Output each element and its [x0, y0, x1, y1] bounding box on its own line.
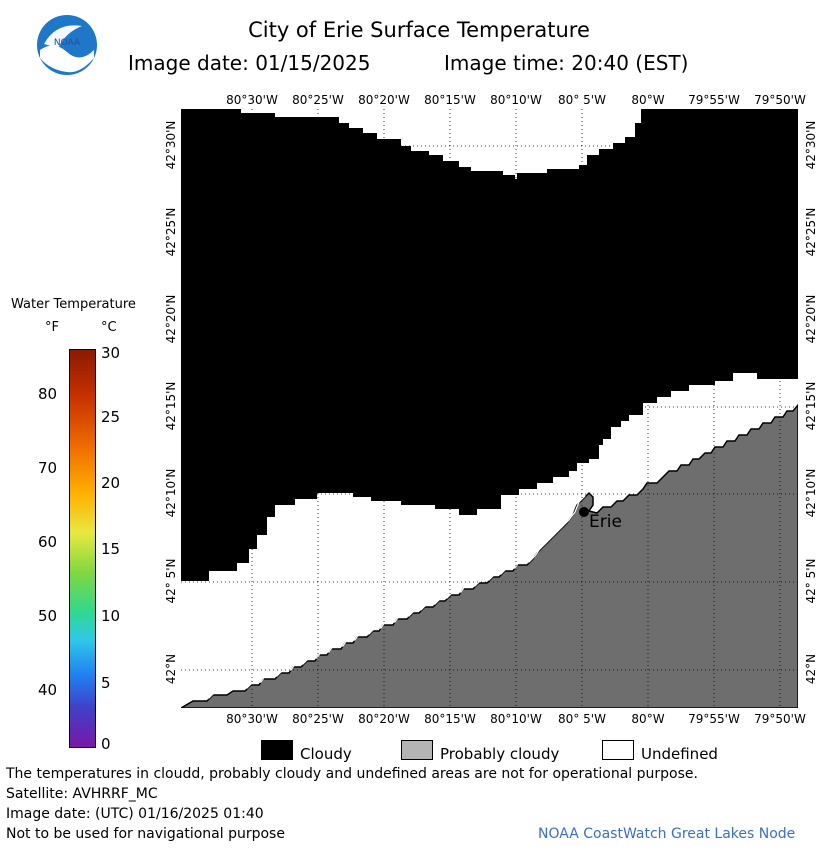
lon-label: 80°10'W — [490, 93, 542, 107]
lat-label: 42°30'N — [804, 120, 818, 170]
f-tick: 60 — [38, 533, 58, 551]
c-tick: 10 — [101, 607, 121, 625]
lon-label: 80°20'W — [358, 93, 410, 107]
legend-swatch-undefined — [602, 740, 634, 760]
lon-label: 79°55'W — [688, 93, 740, 107]
lon-label: 80° 5'W — [558, 712, 606, 726]
lat-label: 42°25'N — [804, 207, 818, 257]
lon-label: 79°55'W — [688, 712, 740, 726]
lat-label: 42° 5'N — [804, 558, 818, 604]
grid-lines — [181, 109, 798, 708]
credit-link[interactable]: NOAA CoastWatch Great Lakes Node — [538, 826, 796, 842]
legend-swatch-probably-cloudy — [401, 740, 433, 760]
legend-swatch-cloudy — [261, 740, 293, 760]
utc-date-text: Image date: (UTC) 01/16/2025 01:40 — [6, 806, 264, 822]
lat-label: 42°30'N — [164, 120, 178, 170]
c-tick: 30 — [101, 344, 121, 362]
f-tick: 40 — [38, 681, 58, 699]
image-time: Image time: 20:40 (EST) — [444, 51, 689, 75]
c-tick: 25 — [101, 408, 121, 426]
lat-label: 42°10'N — [164, 468, 178, 518]
lon-label: 80°15'W — [424, 712, 476, 726]
c-tick: 15 — [101, 540, 121, 558]
lon-label: 80°25'W — [292, 712, 344, 726]
city-label: Erie — [589, 512, 622, 532]
lon-label: 80°W — [631, 712, 665, 726]
lon-label: 80°25'W — [292, 93, 344, 107]
noaa-logo: NOAA — [36, 14, 98, 76]
lat-label: 42°N — [804, 653, 818, 685]
navigation-warning: Not to be used for navigational purpose — [6, 826, 285, 842]
legend-label-probably-cloudy: Probably cloudy — [440, 745, 560, 763]
lat-label: 42°20'N — [164, 294, 178, 344]
lat-label: 42° 5'N — [164, 558, 178, 604]
lon-label: 80°10'W — [490, 712, 542, 726]
lon-label: 79°50'W — [754, 712, 806, 726]
c-tick: 20 — [101, 474, 121, 492]
lat-label: 42°20'N — [804, 294, 818, 344]
logo-text: NOAA — [54, 38, 81, 48]
lon-label: 79°50'W — [754, 93, 806, 107]
lat-label: 42°25'N — [164, 207, 178, 257]
f-tick: 80 — [38, 385, 58, 403]
lat-label: 42°15'N — [804, 381, 818, 431]
satellite-map — [181, 109, 798, 708]
lat-label: 42°10'N — [804, 468, 818, 518]
city-marker — [579, 507, 589, 517]
cloudy-area — [181, 109, 798, 581]
coastline — [182, 495, 586, 706]
colorbar — [69, 349, 96, 748]
lon-label: 80°20'W — [358, 712, 410, 726]
map-title: City of Erie Surface Temperature — [248, 18, 590, 42]
lon-label: 80° 5'W — [558, 93, 606, 107]
lat-label: 42°N — [164, 653, 178, 685]
lon-label: 80°15'W — [424, 93, 476, 107]
c-tick: 5 — [101, 674, 111, 692]
legend-label-undefined: Undefined — [641, 745, 718, 763]
f-tick: 50 — [38, 607, 58, 625]
lon-label: 80°30'W — [226, 93, 278, 107]
colorbar-unit-f: °F — [45, 320, 59, 335]
satellite-text: Satellite: AVHRRF_MC — [6, 786, 158, 802]
legend-label-cloudy: Cloudy — [300, 745, 352, 763]
colorbar-unit-c: °C — [101, 320, 117, 335]
lat-label: 42°15'N — [164, 381, 178, 431]
colorbar-title: Water Temperature — [11, 297, 136, 312]
f-tick: 70 — [38, 459, 58, 477]
c-tick: 0 — [101, 735, 111, 753]
lon-label: 80°30'W — [226, 712, 278, 726]
disclaimer-text: The temperatures in cloudd, probably clo… — [6, 766, 698, 782]
image-date: Image date: 01/15/2025 — [128, 51, 371, 75]
lon-label: 80°W — [631, 93, 665, 107]
